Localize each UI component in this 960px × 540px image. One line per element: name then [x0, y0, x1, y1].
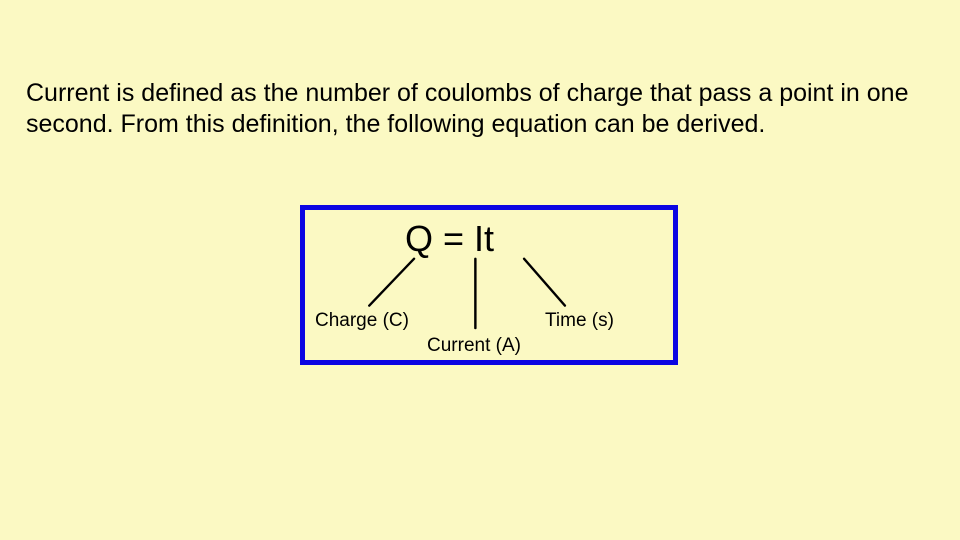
label-time: Time (s) [545, 310, 614, 332]
equation-text: Q = It [405, 218, 494, 260]
label-current: Current (A) [427, 335, 521, 357]
intro-text: Current is defined as the number of coul… [26, 78, 934, 141]
label-charge: Charge (C) [315, 310, 409, 332]
equation-box: Q = It Charge (C) Current (A) Time (s) [300, 205, 678, 365]
